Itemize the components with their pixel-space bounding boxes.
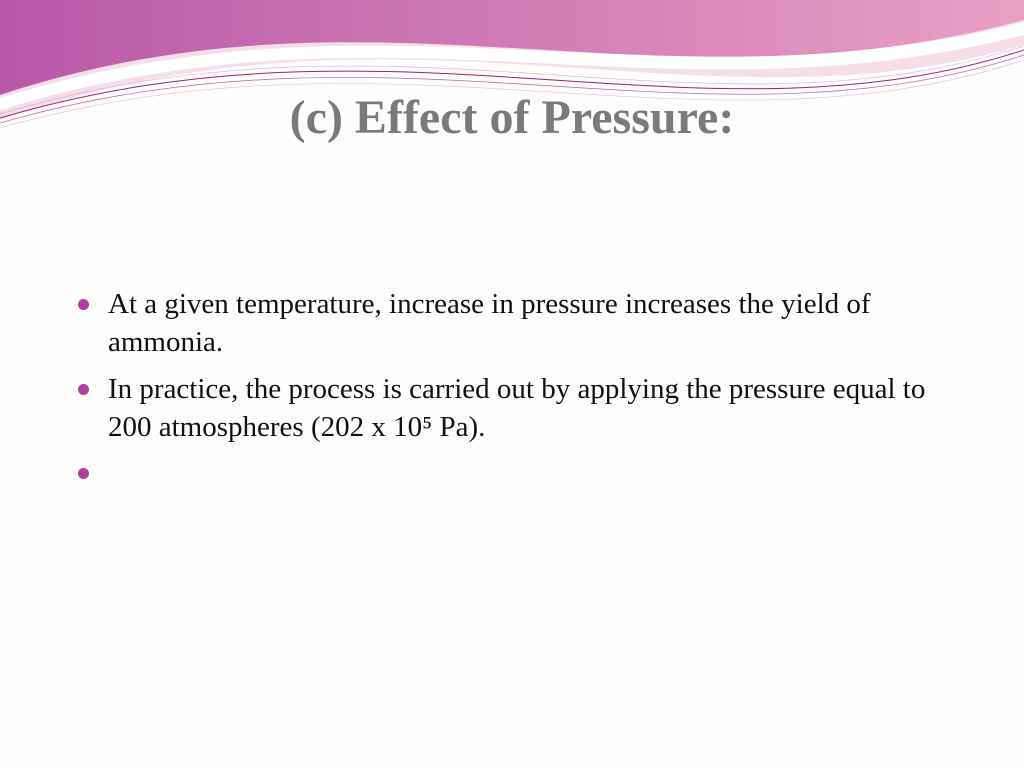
slide-body: At a given temperature, increase in pres… bbox=[70, 285, 974, 454]
bullet-list: At a given temperature, increase in pres… bbox=[70, 285, 974, 446]
slide-title: (c) Effect of Pressure: bbox=[0, 90, 1024, 145]
bullet-item: At a given temperature, increase in pres… bbox=[70, 285, 974, 362]
bullet-item: In practice, the process is carried out … bbox=[70, 370, 974, 447]
